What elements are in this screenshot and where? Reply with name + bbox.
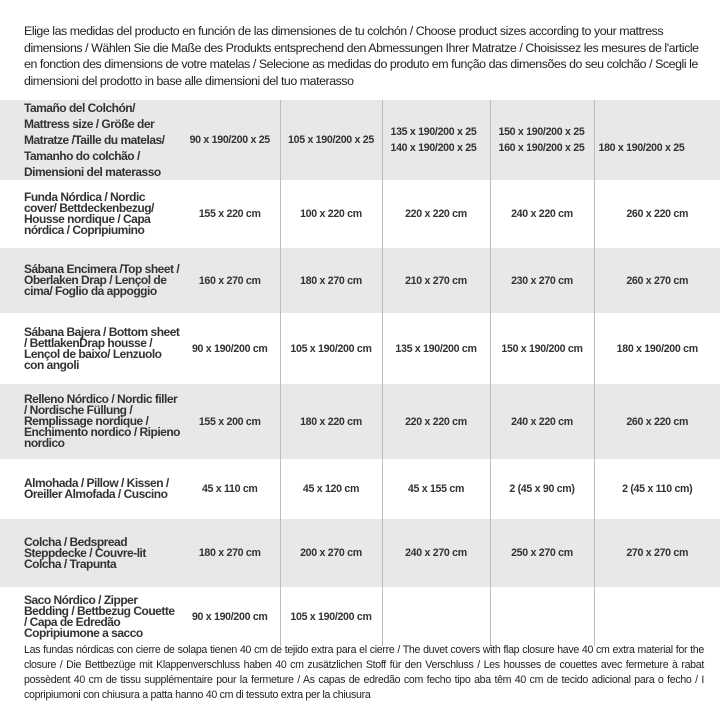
size-cell: 240 x 220 cm bbox=[489, 180, 594, 248]
product-label: Sábana Encimera /Top sheet / Oberlaken D… bbox=[0, 248, 180, 313]
size-cell: 180 x 190/200 cm bbox=[593, 313, 720, 384]
size-table: Tamaño del Colchón/ Mattress size / Größ… bbox=[0, 100, 720, 646]
size-cell: 260 x 220 cm bbox=[593, 180, 720, 248]
size-cell: 155 x 200 cm bbox=[180, 384, 280, 459]
product-label: Saco Nórdico / Zipper Bedding / Bettbezu… bbox=[0, 587, 180, 646]
size-cell bbox=[593, 587, 720, 646]
table-row: Saco Nórdico / Zipper Bedding / Bettbezu… bbox=[0, 587, 720, 646]
size-cell: 250 x 270 cm bbox=[489, 519, 594, 587]
product-label: Almohada / Pillow / Kissen / Oreiller Al… bbox=[0, 459, 180, 519]
size-cell: 150 x 190/200 cm bbox=[489, 313, 594, 384]
table-row: Almohada / Pillow / Kissen / Oreiller Al… bbox=[0, 459, 720, 519]
header-col-3: 135 x 190/200 x 25 140 x 190/200 x 25 bbox=[381, 100, 490, 180]
size-cell: 45 x 155 cm bbox=[381, 459, 490, 519]
product-label: Funda Nórdica / Nordic cover/ Bettdecken… bbox=[0, 180, 180, 248]
header-col-4: 150 x 190/200 x 25 160 x 190/200 x 25 bbox=[489, 100, 594, 180]
size-cell: 100 x 220 cm bbox=[279, 180, 382, 248]
size-cell: 2 (45 x 110 cm) bbox=[593, 459, 720, 519]
table-row: Sábana Encimera /Top sheet / Oberlaken D… bbox=[0, 248, 720, 313]
table-row: Sábana Bajera / Bottom sheet / Bettlaken… bbox=[0, 313, 720, 384]
size-cell bbox=[381, 587, 490, 646]
table-row: Colcha / Bedspread Steppdecke / Couvre-l… bbox=[0, 519, 720, 587]
size-cell: 45 x 110 cm bbox=[180, 459, 280, 519]
table-row: Relleno Nórdico / Nordic filler / Nordis… bbox=[0, 384, 720, 459]
product-label: Sábana Bajera / Bottom sheet / Bettlaken… bbox=[0, 313, 180, 384]
size-cell: 105 x 190/200 cm bbox=[279, 313, 382, 384]
product-label: Relleno Nórdico / Nordic filler / Nordis… bbox=[0, 384, 181, 459]
header-col-2: 105 x 190/200 x 25 bbox=[279, 100, 382, 180]
footnote: Las fundas nórdicas con cierre de solapa… bbox=[24, 644, 704, 701]
size-cell: 180 x 220 cm bbox=[279, 384, 382, 459]
size-cell: 105 x 190/200 cm bbox=[279, 587, 382, 646]
size-cell: 260 x 220 cm bbox=[593, 384, 720, 459]
product-label: Colcha / Bedspread Steppdecke / Couvre-l… bbox=[0, 519, 180, 587]
size-cell bbox=[489, 587, 594, 646]
size-cell: 45 x 120 cm bbox=[279, 459, 382, 519]
size-cell: 155 x 220 cm bbox=[180, 180, 280, 248]
size-cell: 135 x 190/200 cm bbox=[381, 313, 490, 384]
size-cell: 160 x 270 cm bbox=[180, 248, 280, 313]
header-col-5: 180 x 190/200 x 25 bbox=[593, 100, 720, 180]
mattress-size-label: Tamaño del Colchón/ Mattress size / Größ… bbox=[0, 100, 180, 180]
header-row: Tamaño del Colchón/ Mattress size / Größ… bbox=[0, 100, 720, 180]
size-cell: 210 x 270 cm bbox=[381, 248, 490, 313]
size-cell: 240 x 270 cm bbox=[381, 519, 490, 587]
size-cell: 200 x 270 cm bbox=[279, 519, 382, 587]
table-row: Funda Nórdica / Nordic cover/ Bettdecken… bbox=[0, 180, 720, 248]
size-cell: 270 x 270 cm bbox=[593, 519, 720, 587]
size-cell: 230 x 270 cm bbox=[489, 248, 594, 313]
size-cell: 220 x 220 cm bbox=[381, 180, 490, 248]
size-cell: 90 x 190/200 cm bbox=[180, 313, 280, 384]
intro-text: Elige las medidas del producto en funció… bbox=[24, 24, 699, 88]
size-cell: 220 x 220 cm bbox=[381, 384, 490, 459]
size-cell: 180 x 270 cm bbox=[279, 248, 382, 313]
header-col-1: 90 x 190/200 x 25 bbox=[180, 100, 280, 180]
size-cell: 90 x 190/200 cm bbox=[180, 587, 280, 646]
size-cell: 180 x 270 cm bbox=[180, 519, 280, 587]
size-cell: 2 (45 x 90 cm) bbox=[489, 459, 594, 519]
size-cell: 260 x 270 cm bbox=[593, 248, 720, 313]
size-cell: 240 x 220 cm bbox=[489, 384, 594, 459]
